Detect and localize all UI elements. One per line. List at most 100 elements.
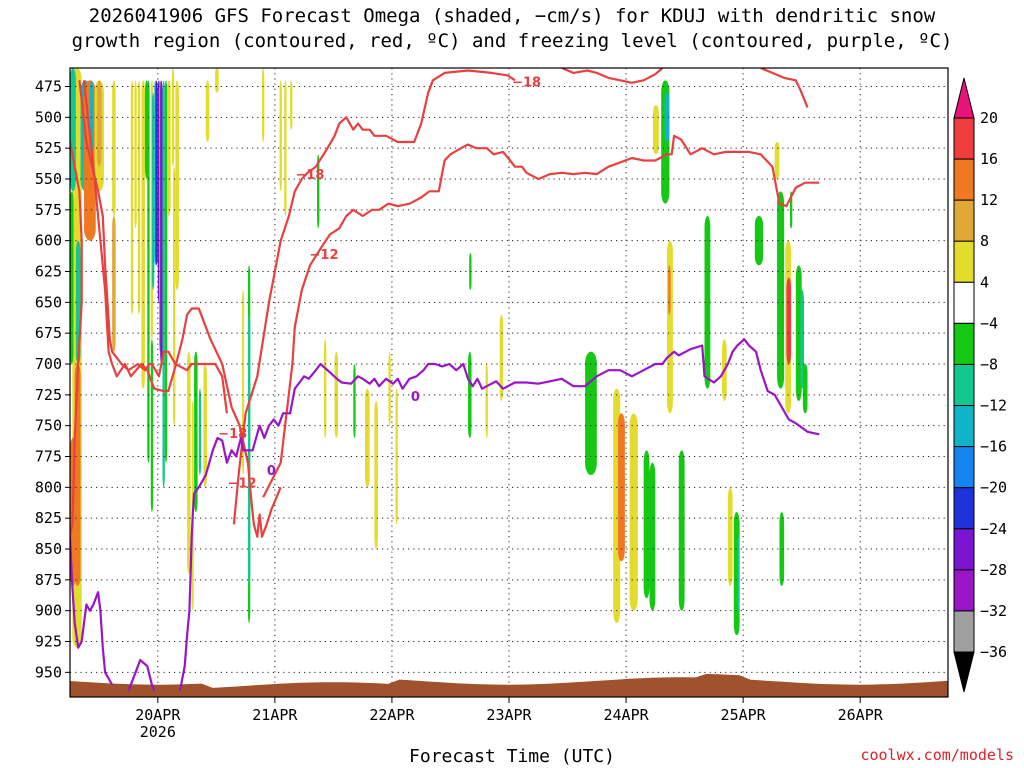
colorbar-swatch [953, 528, 975, 571]
omega-patch [652, 105, 659, 155]
omega-patch [164, 80, 168, 463]
omega-patch [112, 80, 116, 216]
ground-terrain [70, 673, 948, 697]
colorbar-label: 8 [980, 232, 989, 250]
omega-patch [194, 351, 198, 512]
omega-patch [668, 265, 671, 315]
omega-patch [774, 142, 780, 179]
y-tick-label: 775 [35, 448, 62, 466]
colorbar-label: −36 [980, 643, 1007, 661]
y-tick-label: 600 [35, 232, 62, 250]
omega-patch [737, 536, 740, 611]
x-tick-label: 23APR [486, 706, 532, 724]
colorbar-label: −16 [980, 438, 1007, 456]
chart-title-line1: 2026041906 GFS Forecast Omega (shaded, −… [88, 5, 936, 27]
y-tick-label: 500 [35, 108, 62, 126]
contour-line [82, 80, 282, 538]
colorbar-swatch [953, 610, 975, 653]
y-tick-label: 825 [35, 509, 62, 527]
contour-label: −18 [295, 168, 324, 183]
omega-patch [468, 351, 472, 438]
colorbar-label: 12 [980, 191, 998, 209]
omega-shading-layer [70, 68, 808, 648]
omega-patch [198, 388, 202, 475]
omega-patch [800, 290, 805, 389]
x-tick-label: 25APR [721, 706, 767, 724]
colorbar-label: 16 [980, 150, 998, 168]
colorbar-swatch [953, 158, 975, 201]
x-tick-year-label: 2026 [140, 723, 176, 741]
colorbar-label: −24 [980, 520, 1007, 538]
omega-patch [70, 191, 74, 364]
colorbar-swatch [953, 117, 975, 160]
y-tick-label: 625 [35, 263, 62, 281]
omega-patch [786, 277, 792, 364]
colorbar: 20 16 12 8 4 −4 −8 −12 −16 −20 −24 −28 −32 −36 [953, 77, 1007, 693]
colorbar-top-arrow [953, 77, 975, 119]
chart-title-line2: growth region (contoured, red, ºC) and f… [71, 30, 953, 52]
x-tick-label: 21APR [252, 706, 298, 724]
y-tick-label: 675 [35, 324, 62, 342]
omega-patch [324, 339, 327, 438]
y-tick-label: 700 [35, 355, 62, 373]
y-tick-label: 575 [35, 201, 62, 219]
contour-label: 0 [411, 390, 420, 405]
y-tick-label: 550 [35, 170, 62, 188]
colorbar-label: −12 [980, 397, 1007, 415]
omega-patch [802, 364, 808, 414]
omega-patch [187, 351, 191, 574]
omega-patch [134, 80, 137, 229]
chart-title: 2026041906 GFS Forecast Omega (shaded, −… [0, 4, 1024, 54]
contour-line [262, 134, 820, 498]
colorbar-label: −8 [980, 355, 998, 373]
contour-label: −18 [512, 76, 541, 91]
contour-line [561, 68, 664, 84]
colorbar-swatch [953, 487, 975, 530]
colorbar-swatch [953, 199, 975, 242]
omega-patch [629, 413, 638, 611]
omega-patch [284, 80, 287, 216]
contour-label: 0 [267, 464, 276, 479]
omega-patch [155, 80, 158, 266]
y-axis: 475 500 525 550 575 600 625 650 675 700 725 750 775 8… [35, 78, 70, 681]
omega-patch [160, 80, 163, 364]
colorbar-label: −20 [980, 479, 1007, 497]
omega-patch [754, 216, 764, 266]
colorbar-label: 20 [980, 109, 998, 127]
contour-line [178, 338, 820, 692]
colorbar-label: 4 [980, 273, 989, 291]
y-tick-label: 725 [35, 386, 62, 404]
omega-patch [261, 68, 265, 142]
omega-patch [485, 364, 488, 438]
omega-patch [137, 80, 141, 315]
omega-patch [162, 80, 165, 488]
x-tick-label: 24APR [603, 706, 649, 724]
x-tick-label: 26APR [838, 706, 884, 724]
omega-patch [175, 80, 179, 290]
omega-patch [130, 80, 134, 315]
colorbar-swatch [953, 363, 975, 407]
omega-patch [664, 92, 670, 142]
colorbar-label: −4 [980, 314, 998, 332]
omega-patch [499, 314, 504, 401]
contour-line [232, 69, 516, 525]
omega-patch [171, 68, 175, 167]
omega-patch [205, 80, 210, 142]
y-tick-label: 800 [35, 478, 62, 496]
omega-patch [365, 388, 370, 488]
omega-patch [151, 92, 155, 291]
omega-patch [215, 68, 219, 93]
y-tick-label: 850 [35, 540, 62, 558]
y-tick-label: 900 [35, 602, 62, 620]
y-tick-label: 950 [35, 663, 62, 681]
omega-patch [388, 351, 391, 426]
colorbar-swatch [953, 446, 975, 489]
colorbar-swatch [953, 322, 975, 365]
omega-patch [353, 364, 356, 438]
contour-line [127, 658, 156, 692]
omega-patch [643, 450, 650, 599]
omega-patch [290, 80, 293, 130]
y-tick-label: 750 [35, 417, 62, 435]
